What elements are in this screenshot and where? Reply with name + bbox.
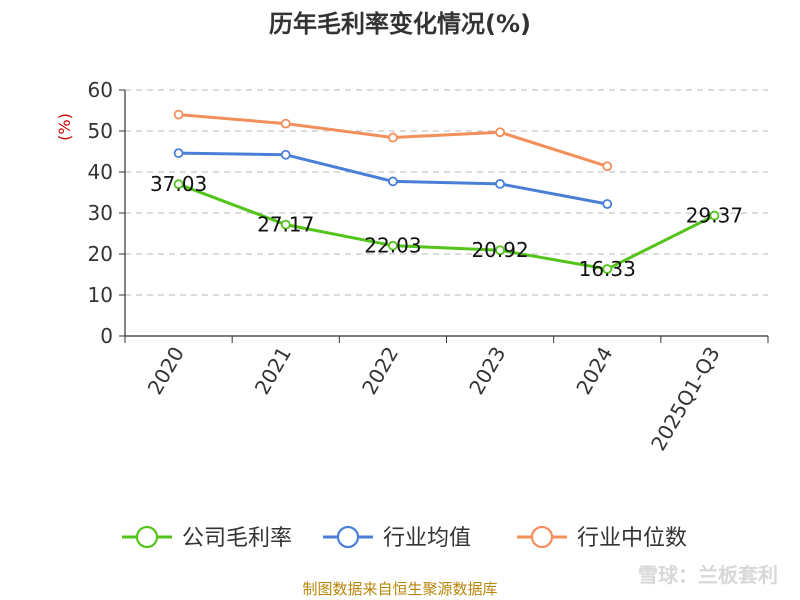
legend[interactable]: 公司毛利率 行业均值 行业中位数 bbox=[122, 525, 687, 551]
y-tick-label: 10 bbox=[88, 283, 113, 307]
legend-label: 行业均值 bbox=[383, 526, 471, 551]
data-point bbox=[173, 148, 184, 159]
x-tick-label: 2024 bbox=[571, 343, 617, 399]
y-tick-label: 40 bbox=[88, 160, 113, 184]
data-point bbox=[709, 210, 720, 221]
watermark: 雪球：兰板套利 bbox=[638, 563, 778, 587]
legend-marker bbox=[530, 525, 554, 549]
y-tick-label: 20 bbox=[88, 242, 113, 266]
data-point bbox=[280, 118, 291, 129]
legend-marker bbox=[336, 525, 360, 549]
y-tick-label: 0 bbox=[100, 324, 113, 348]
data-point bbox=[495, 178, 505, 189]
series-lines bbox=[173, 109, 720, 274]
axes bbox=[119, 89, 769, 343]
legend-item[interactable]: 行业均值 bbox=[323, 525, 471, 551]
data-point bbox=[173, 109, 184, 120]
data-label: 29.37 bbox=[686, 204, 743, 228]
x-tick-label: 2023 bbox=[464, 343, 510, 399]
source-note: 制图数据来自恒生聚源数据库 bbox=[302, 580, 497, 598]
x-tick-label: 2022 bbox=[357, 343, 403, 399]
data-point bbox=[602, 264, 613, 274]
data-point bbox=[388, 176, 398, 187]
data-point bbox=[495, 127, 505, 138]
y-tick-label: 60 bbox=[88, 78, 113, 102]
data-label: 20.92 bbox=[471, 238, 528, 262]
data-point bbox=[280, 149, 291, 160]
y-tick-label: 50 bbox=[88, 119, 113, 143]
legend-label: 公司毛利率 bbox=[182, 526, 292, 551]
x-tick-labels: 2020 2021 2022 2023 2024 2025Q1-Q3 bbox=[143, 343, 725, 455]
data-point bbox=[495, 245, 505, 256]
data-label: 37.03 bbox=[150, 172, 207, 196]
legend-item[interactable]: 公司毛利率 bbox=[122, 525, 292, 551]
data-label: 22.03 bbox=[364, 234, 421, 258]
y-tick-labels: 0 10 20 30 40 50 60 bbox=[88, 78, 113, 348]
data-label: 16.33 bbox=[579, 257, 636, 281]
y-tick-label: 30 bbox=[88, 201, 113, 225]
data-point bbox=[602, 199, 613, 209]
data-point bbox=[388, 240, 398, 251]
data-point bbox=[173, 179, 184, 190]
series-line bbox=[178, 182, 716, 271]
legend-marker bbox=[135, 525, 159, 549]
data-point bbox=[602, 161, 613, 172]
x-tick-label: 2021 bbox=[250, 343, 296, 399]
data-labels: 37.03 27.17 22.03 20.92 16.33 29.37 bbox=[150, 172, 743, 281]
x-tick-label: 2025Q1-Q3 bbox=[646, 343, 725, 455]
legend-item[interactable]: 行业中位数 bbox=[517, 525, 687, 551]
grid-lines bbox=[125, 89, 768, 296]
x-tick-label: 2020 bbox=[143, 343, 189, 399]
data-label: 27.17 bbox=[257, 213, 314, 237]
y-axis-label: (%) bbox=[55, 113, 74, 141]
legend-label: 行业中位数 bbox=[577, 526, 687, 551]
chart-title: 历年毛利率变化情况(%) bbox=[269, 10, 531, 38]
data-point bbox=[388, 132, 398, 143]
data-point bbox=[280, 219, 291, 230]
